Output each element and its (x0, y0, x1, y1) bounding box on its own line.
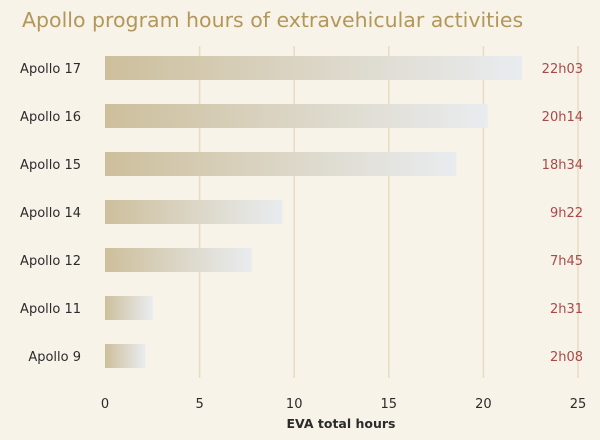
value-label: 18h34 (542, 158, 583, 173)
category-label: Apollo 14 (20, 206, 81, 221)
bar-apollo-15 (105, 152, 457, 176)
value-label: 7h45 (550, 254, 583, 269)
x-axis-label: EVA total hours (287, 416, 396, 431)
x-tick-label: 25 (570, 397, 587, 412)
x-tick-label: 0 (101, 397, 109, 412)
value-label: 9h22 (550, 206, 583, 221)
value-label: 2h31 (550, 302, 583, 317)
value-label: 20h14 (542, 110, 583, 125)
x-tick-label: 15 (381, 397, 398, 412)
bar-apollo-16 (105, 104, 488, 128)
gridlines (198, 46, 579, 378)
category-label: Apollo 9 (28, 350, 81, 365)
bars (105, 56, 523, 368)
value-label: 2h08 (550, 350, 583, 365)
x-tick-label: 10 (286, 397, 303, 412)
category-labels: Apollo 17 Apollo 16 Apollo 15 Apollo 14 Apol… (20, 62, 81, 365)
value-labels: 22h03 20h14 18h34 9h22 7h45 2h31 2h08 (542, 62, 583, 365)
x-tick-label: 5 (195, 397, 203, 412)
category-label: Apollo 16 (20, 110, 81, 125)
x-tick-label: 20 (475, 397, 492, 412)
bar-apollo-14 (105, 200, 283, 224)
x-axis-ticks: 0 5 10 15 20 25 (101, 397, 586, 412)
category-label: Apollo 15 (20, 158, 81, 173)
bar-apollo-11 (105, 296, 153, 320)
bar-apollo-12 (105, 248, 252, 272)
category-label: Apollo 11 (20, 302, 81, 317)
category-label: Apollo 12 (20, 254, 81, 269)
bar-apollo-17 (105, 56, 523, 80)
value-label: 22h03 (542, 62, 583, 77)
bar-apollo-9 (105, 344, 146, 368)
category-label: Apollo 17 (20, 62, 81, 77)
chart-title: Apollo program hours of extravehicular a… (22, 8, 523, 32)
